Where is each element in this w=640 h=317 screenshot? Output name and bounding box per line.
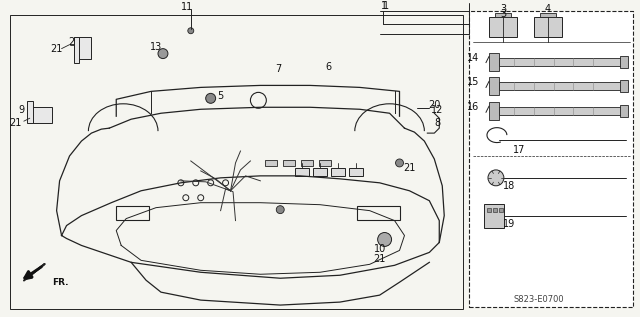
Text: 10: 10 (374, 244, 386, 255)
Bar (74, 37, 92, 59)
Bar (295, 168, 309, 176)
Text: 18: 18 (503, 181, 515, 191)
Bar (469, 11, 633, 307)
Text: 4: 4 (545, 4, 550, 14)
Text: 1: 1 (383, 1, 388, 11)
Bar (27, 101, 33, 123)
Text: 15: 15 (467, 77, 479, 87)
Bar (499, 208, 503, 212)
Circle shape (488, 170, 504, 186)
Bar (620, 105, 628, 117)
Bar (301, 160, 313, 166)
Bar (489, 17, 517, 37)
Text: 21: 21 (51, 44, 63, 54)
Text: S823-E0700: S823-E0700 (513, 294, 564, 304)
Text: 14: 14 (467, 53, 479, 62)
Text: 19: 19 (503, 218, 515, 229)
Text: 9: 9 (19, 105, 25, 115)
Bar (284, 160, 295, 166)
Bar (620, 55, 628, 68)
Bar (10, 15, 463, 309)
Bar (487, 208, 491, 212)
Circle shape (396, 159, 403, 167)
Bar (30, 107, 52, 123)
Bar (349, 168, 363, 176)
Text: 3: 3 (500, 9, 506, 19)
Text: 3: 3 (500, 4, 506, 14)
Bar (620, 81, 628, 92)
Bar (489, 53, 499, 70)
Bar (74, 37, 79, 62)
Text: 13: 13 (150, 42, 162, 52)
Text: 7: 7 (275, 63, 282, 74)
Text: 21: 21 (10, 118, 22, 128)
Text: 1: 1 (381, 1, 387, 11)
Text: 5: 5 (218, 91, 224, 101)
Bar (495, 13, 511, 17)
Bar (319, 160, 331, 166)
Text: 12: 12 (431, 105, 444, 115)
Text: 17: 17 (513, 145, 525, 155)
Circle shape (205, 94, 216, 103)
Text: 21: 21 (403, 163, 415, 173)
Bar (313, 168, 327, 176)
Text: 11: 11 (180, 2, 193, 12)
Bar (540, 13, 556, 17)
Bar (489, 102, 499, 120)
Bar (331, 168, 345, 176)
Bar (499, 107, 623, 115)
Circle shape (158, 49, 168, 59)
Bar (499, 82, 623, 90)
Text: 2: 2 (68, 37, 75, 47)
Bar (534, 17, 561, 37)
Bar (484, 204, 504, 228)
Text: 8: 8 (434, 118, 440, 128)
Text: 20: 20 (428, 100, 440, 110)
Bar (499, 58, 623, 66)
Circle shape (276, 206, 284, 214)
Circle shape (378, 232, 392, 246)
Bar (493, 208, 497, 212)
Bar (266, 160, 277, 166)
Text: FR.: FR. (52, 278, 68, 287)
Text: 6: 6 (325, 61, 331, 72)
Text: 16: 16 (467, 102, 479, 112)
Bar (489, 77, 499, 95)
Text: 21: 21 (374, 254, 386, 264)
Circle shape (188, 28, 194, 34)
